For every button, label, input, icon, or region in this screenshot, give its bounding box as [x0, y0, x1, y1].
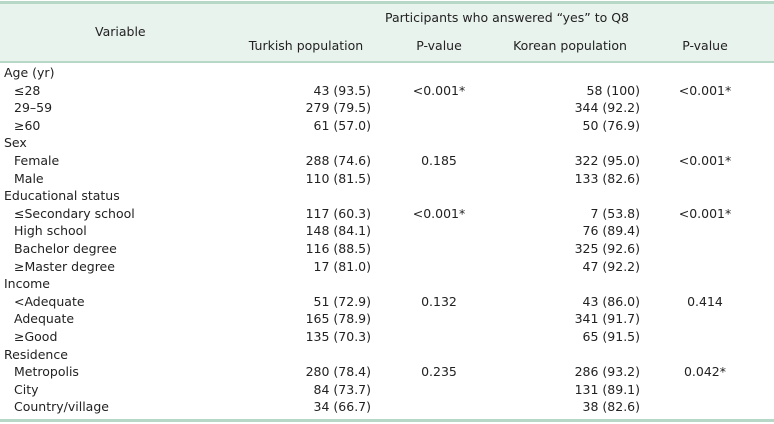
cell-turkish-population: 280 (78.4) [305, 364, 371, 380]
cell-turkish-population: 17 (81.0) [313, 258, 371, 274]
cell-turkish-population: 34 (66.7) [313, 399, 371, 415]
cell-turkish-population: 148 (84.1) [305, 223, 371, 239]
bottom-rule [0, 419, 774, 422]
header-rule [0, 61, 774, 63]
row-label: Adequate [14, 311, 75, 327]
cell-korean-population: 344 (92.2) [574, 100, 640, 116]
cell-p-value-turkish: <0.001* [412, 205, 466, 221]
cell-p-value-korean: <0.001* [678, 82, 732, 98]
cell-turkish-population: 61 (57.0) [313, 117, 371, 133]
cell-korean-population: 65 (91.5) [582, 329, 640, 344]
cell-turkish-population: 117 (60.3) [305, 205, 371, 221]
cell-p-value-turkish: 0.235 [421, 364, 457, 380]
group-label: Income [4, 276, 50, 292]
header-variable: Variable [95, 24, 146, 39]
cell-turkish-population: 135 (70.3) [305, 329, 371, 344]
header-p-value-turkish: P-value [416, 38, 462, 53]
cell-turkish-population: 116 (88.5) [305, 241, 371, 256]
group-label: Residence [4, 346, 68, 362]
cell-korean-population: 131 (89.1) [574, 381, 640, 397]
cell-p-value-turkish: <0.001* [412, 82, 466, 98]
cell-korean-population: 325 (92.6) [574, 241, 640, 256]
row-label: Bachelor degree [14, 241, 117, 256]
cell-korean-population: 7 (53.8) [590, 205, 640, 221]
row-label: ≥Good [14, 329, 58, 344]
cell-p-value-korean: <0.001* [678, 153, 732, 168]
cell-turkish-population: 110 (81.5) [305, 170, 371, 186]
cell-turkish-population: 51 (72.9) [313, 293, 371, 309]
row-label: Metropolis [14, 364, 79, 380]
row-label: High school [14, 223, 87, 239]
cell-p-value-korean: <0.001* [678, 205, 732, 221]
cell-korean-population: 50 (76.9) [582, 117, 640, 133]
group-label: Age (yr) [4, 65, 55, 80]
cell-turkish-population: 84 (73.7) [313, 381, 371, 397]
table-header-background [0, 4, 774, 61]
row-label: ≤28 [14, 82, 41, 98]
cell-korean-population: 286 (93.2) [574, 364, 640, 380]
cell-turkish-population: 165 (78.9) [305, 311, 371, 327]
row-label: ≥Master degree [14, 258, 115, 274]
cell-korean-population: 43 (86.0) [582, 293, 640, 309]
row-label: ≥60 [14, 117, 41, 133]
group-label: Sex [4, 135, 27, 151]
row-label: Male [14, 170, 44, 186]
top-rule [0, 1, 774, 4]
header-p-value-korean: P-value [682, 38, 728, 53]
row-label: Country/village [14, 399, 109, 415]
header-korean-population: Korean population [513, 38, 627, 53]
cell-turkish-population: 288 (74.6) [305, 153, 371, 168]
cell-korean-population: 47 (92.2) [582, 258, 640, 274]
header-participants-span: Participants who answered “yes” to Q8 [384, 10, 630, 25]
row-label: 29–59 [14, 100, 53, 116]
cell-turkish-population: 43 (93.5) [313, 82, 371, 98]
cell-p-value-turkish: 0.132 [421, 293, 457, 309]
row-label: ≤Secondary school [14, 205, 135, 221]
cell-korean-population: 322 (95.0) [574, 153, 640, 168]
cell-korean-population: 76 (89.4) [582, 223, 640, 239]
header-turkish-population: Turkish population [248, 38, 364, 53]
group-label: Educational status [4, 188, 120, 204]
row-label: Female [14, 153, 60, 168]
cell-korean-population: 341 (91.7) [574, 311, 640, 327]
cell-p-value-korean: 0.042* [683, 364, 727, 380]
cell-korean-population: 58 (100) [586, 82, 641, 98]
row-label: <Adequate [14, 293, 85, 309]
cell-p-value-korean: 0.414 [687, 293, 723, 309]
cell-korean-population: 38 (82.6) [582, 399, 640, 415]
cell-korean-population: 133 (82.6) [574, 170, 640, 186]
row-label: City [14, 381, 39, 397]
cell-p-value-turkish: 0.185 [421, 153, 457, 168]
cell-turkish-population: 279 (79.5) [305, 100, 371, 116]
